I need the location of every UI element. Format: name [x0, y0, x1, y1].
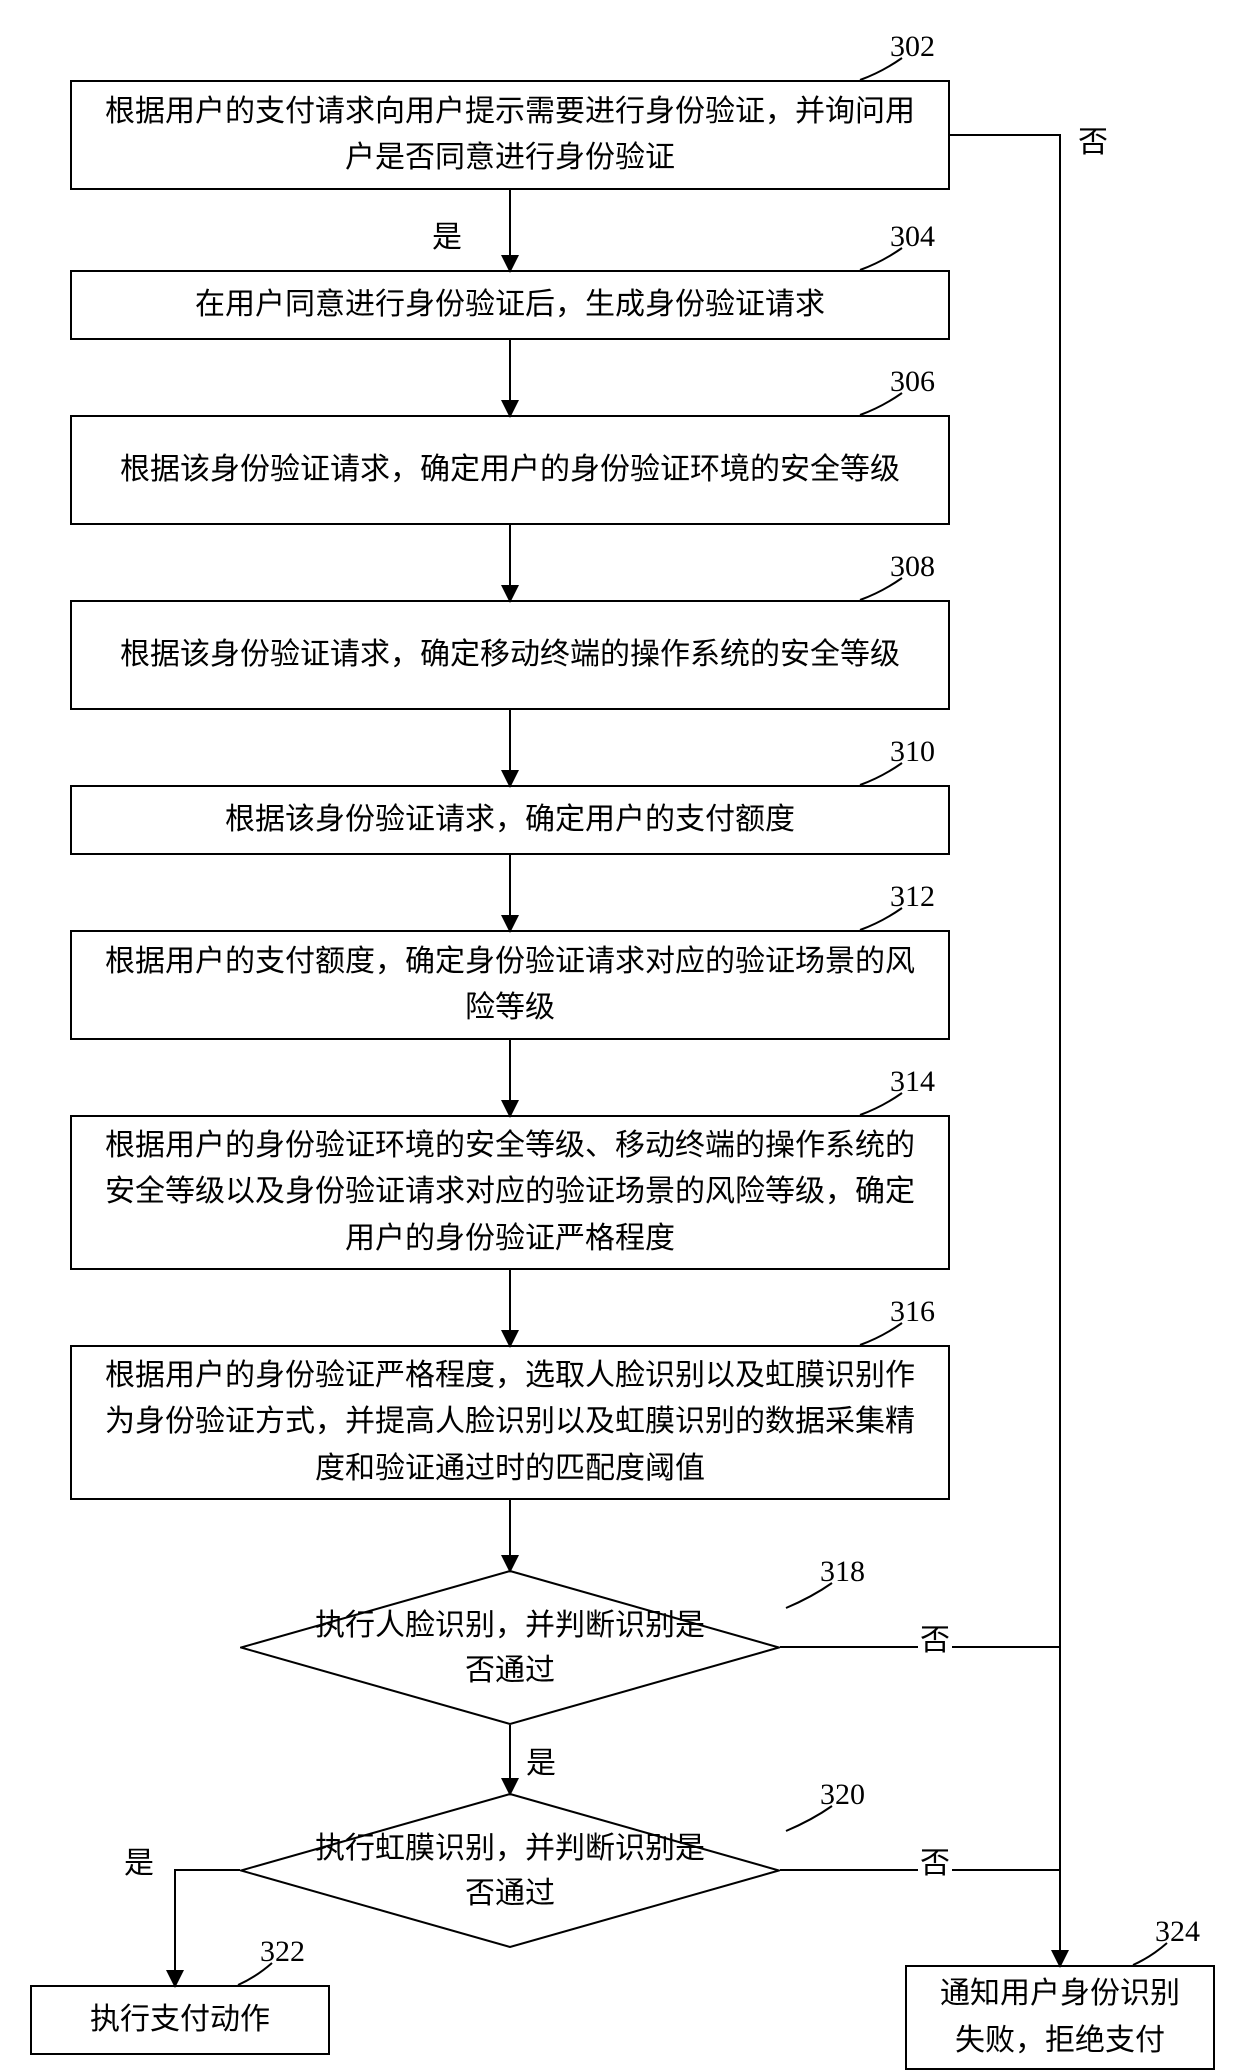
- flowchart-canvas: 根据用户的支付请求向用户提示需要进行身份验证，并询问用户是否同意进行身份验证在用…: [0, 0, 1240, 2072]
- step-number-302: 302: [890, 30, 935, 64]
- step-number-322: 322: [260, 1935, 305, 1969]
- edge-label-8: 是: [524, 1738, 558, 1782]
- edge-label-0: 是: [430, 212, 464, 256]
- edge-label-9: 否: [1076, 117, 1110, 161]
- step-number-304: 304: [890, 220, 935, 254]
- lead-line-324: [0, 0, 1240, 2072]
- step-number-308: 308: [890, 550, 935, 584]
- edge-label-11: 否: [918, 1838, 952, 1882]
- edge-label-10: 否: [918, 1615, 952, 1659]
- step-number-312: 312: [890, 880, 935, 914]
- step-number-316: 316: [890, 1295, 935, 1329]
- step-number-310: 310: [890, 735, 935, 769]
- step-number-320: 320: [820, 1778, 865, 1812]
- step-number-306: 306: [890, 365, 935, 399]
- edge-label-12: 是: [122, 1838, 156, 1882]
- step-number-324: 324: [1155, 1915, 1200, 1949]
- step-number-318: 318: [820, 1555, 865, 1589]
- step-number-314: 314: [890, 1065, 935, 1099]
